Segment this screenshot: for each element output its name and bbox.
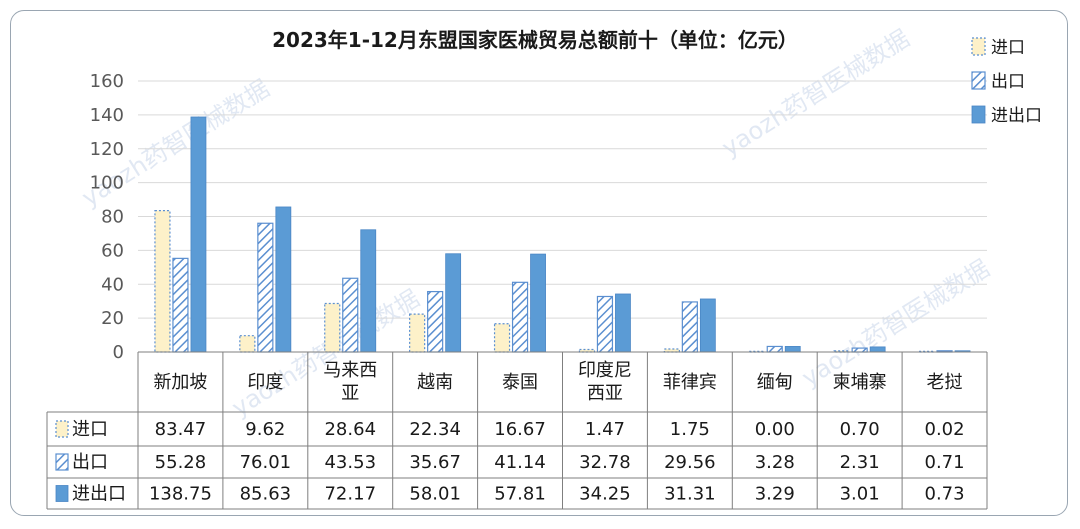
y-tick-label: 40 [101,274,124,295]
data-label: 0.73 [925,484,965,505]
data-label: 3.29 [755,484,795,505]
bar-export [851,347,868,353]
bar-import [409,313,426,353]
category-label: 西亚 [587,383,623,404]
data-label: 22.34 [409,419,461,440]
data-label: 1.75 [670,419,710,440]
data-label: 138.75 [149,484,212,505]
legend-swatch [971,105,986,124]
bar-export [596,295,614,353]
bar-export [766,345,783,353]
y-tick-label: 160 [90,71,124,92]
y-tick-label: 100 [90,173,124,194]
data-label: 1.47 [585,419,625,440]
y-tick-label: 80 [101,207,124,228]
bar-total [445,253,462,353]
data-label: 29.56 [664,452,716,473]
data-label: 35.67 [409,452,461,473]
bar-total [615,293,631,353]
table-row-key [55,453,69,471]
bar-import [833,350,850,353]
bar-export [427,290,444,353]
bar-export [511,281,529,353]
table-row-label: 进口 [72,419,108,440]
data-label: 3.28 [755,452,795,473]
bar-export [257,222,274,353]
legend-swatch [971,37,986,56]
data-label: 0.71 [925,452,965,473]
legend-label: 进口 [991,38,1025,58]
data-label: 16.67 [494,419,546,440]
data-label: 34.25 [579,484,631,505]
bar-total [275,206,292,353]
table-row-label: 出口 [72,452,108,473]
bar-export [342,277,359,353]
bar-total [784,346,801,353]
bar-import [324,302,341,353]
chart-title: 2023年1-12月东盟国家医械贸易总额前十（单位：亿元） [272,28,798,52]
bars [154,116,971,353]
data-label: 31.31 [664,484,716,505]
bar-total [360,229,377,353]
category-label: 老挝 [927,372,963,393]
legend-swatch [971,71,986,90]
category-label: 印度 [247,372,283,393]
legend-label: 进出口 [991,106,1042,126]
bar-export [172,257,189,353]
bar-export [681,301,698,353]
data-label: 57.81 [494,484,546,505]
table-row-key [55,420,69,438]
table-row-label: 进出口 [72,484,126,505]
data-label: 83.47 [155,419,207,440]
bar-total [869,346,886,353]
category-label: 印度尼 [578,360,632,381]
data-label: 3.01 [840,484,880,505]
legend-label: 出口 [991,72,1025,92]
y-axis: 0 20 40 60 80 100 120 140 160 [90,71,124,363]
category-label: 泰国 [502,372,538,393]
watermark-text: yaozh药智医械数据 [797,254,995,392]
data-label: 0.00 [755,419,795,440]
data-label: 43.53 [324,452,376,473]
category-label: 菲律宾 [663,372,717,393]
bar-total [530,253,546,353]
data-label: 55.28 [155,452,207,473]
category-label: 亚 [341,383,359,404]
category-label: 新加坡 [153,372,207,393]
y-tick-label: 140 [90,105,124,126]
y-tick-label: 20 [101,308,124,329]
bar-import [493,323,511,353]
category-label: 马来西 [323,360,377,381]
data-label: 58.01 [409,484,461,505]
table-row-key [55,485,69,502]
data-label: 0.70 [840,419,880,440]
data-label: 32.78 [579,452,631,473]
data-label: 9.62 [245,419,285,440]
data-label: 2.31 [840,452,880,473]
data-label: 28.64 [324,419,376,440]
data-label: 41.14 [494,452,546,473]
category-label: 柬埔寨 [833,372,887,393]
y-tick-label: 60 [101,240,124,261]
data-label: 0.02 [925,419,965,440]
bar-import [154,210,171,353]
bar-import [239,335,256,353]
bar-total [190,116,207,353]
data-label: 72.17 [324,484,376,505]
category-label: 缅甸 [757,372,793,393]
y-tick-label: 0 [113,342,124,363]
category-label: 越南 [417,372,453,393]
y-tick-label: 120 [90,139,124,160]
data-label: 76.01 [240,452,292,473]
data-label: 85.63 [240,484,292,505]
bar-total [699,298,716,353]
